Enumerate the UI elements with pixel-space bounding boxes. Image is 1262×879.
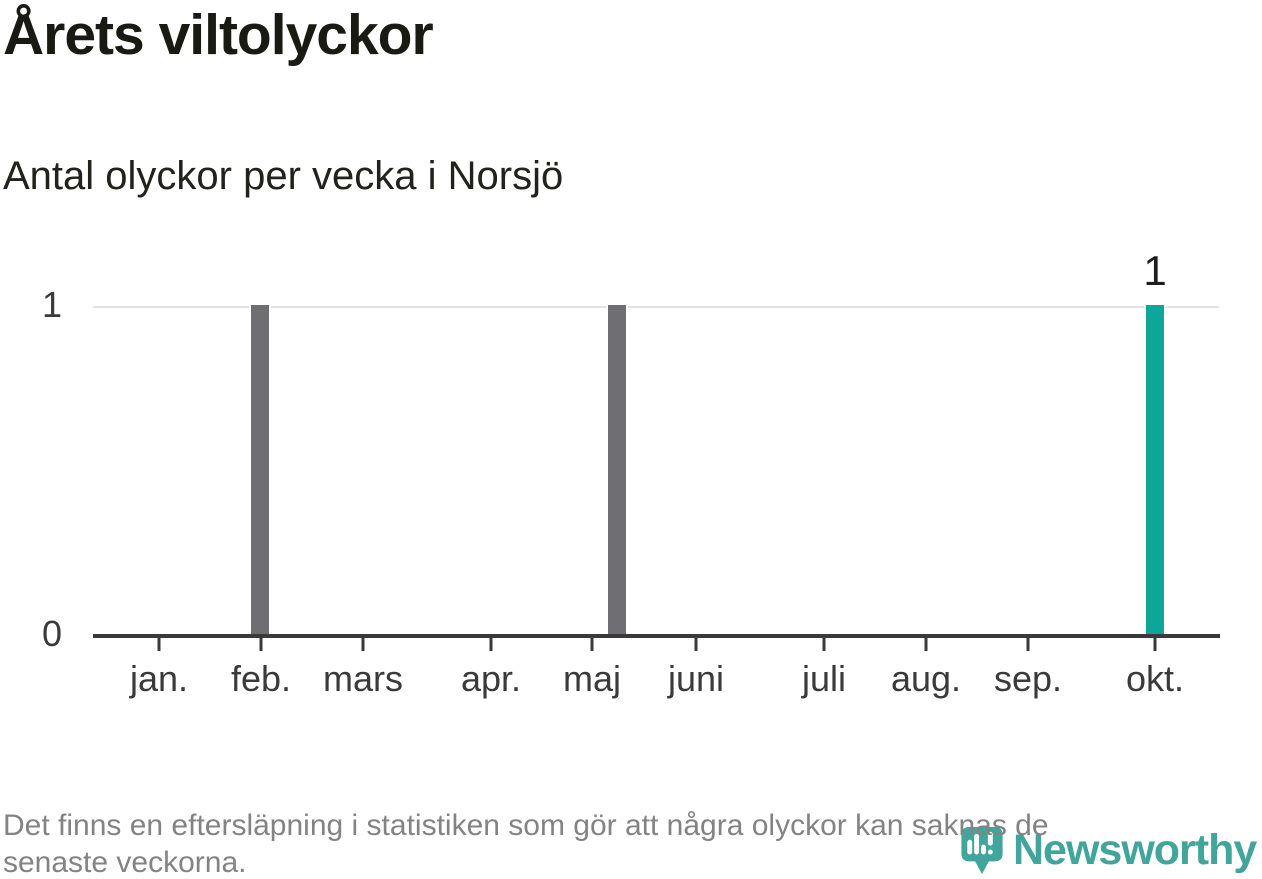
x-tick-label: jan.	[129, 658, 188, 699]
x-tick	[694, 638, 698, 651]
plot-area	[93, 305, 1219, 634]
x-tick-label: maj	[563, 658, 622, 699]
x-axis: jan. feb. mars apr. maj juni juli aug. sep. okt.	[93, 638, 1219, 708]
x-tick-label: aug.	[890, 658, 962, 699]
x-tick-label: juni	[667, 658, 724, 699]
newsworthy-logo: Newsworthy	[961, 826, 1257, 878]
page-title: Årets viltolyckor	[3, 3, 434, 67]
y-axis-tick-label: 1	[41, 284, 62, 325]
x-tick	[361, 638, 365, 651]
bar-highlighted	[1146, 305, 1165, 634]
x-tick	[157, 638, 161, 651]
footer-note-line2: senaste veckorna.	[3, 846, 247, 879]
bar	[250, 305, 269, 634]
bar-value-label: 1	[1143, 247, 1167, 294]
bar	[608, 305, 627, 634]
x-axis-line	[93, 634, 1220, 638]
footer-note-line1: Det finns en eftersläpning i statistiken…	[3, 809, 1049, 842]
footer-note: Det finns en eftersläpning i statistiken…	[3, 807, 1049, 879]
chart-subtitle: Antal olyckor per vecka i Norsjö	[3, 154, 564, 198]
x-tick-label: mars	[323, 658, 403, 699]
x-tick	[1026, 638, 1030, 651]
x-tick	[590, 638, 594, 651]
x-tick-label: juli	[801, 658, 846, 699]
x-tick-label: apr.	[461, 658, 522, 699]
x-tick	[489, 638, 493, 651]
newsworthy-wordmark: Newsworthy	[1013, 826, 1257, 874]
y-axis-tick-label: 0	[41, 613, 62, 654]
x-tick	[924, 638, 928, 651]
newsworthy-pin-barchart-icon	[961, 827, 1003, 875]
x-tick	[822, 638, 826, 651]
x-tick-label: feb.	[230, 658, 292, 699]
x-tick	[1153, 638, 1157, 651]
x-tick-label: sep.	[993, 658, 1063, 699]
x-tick	[259, 638, 263, 651]
gridline	[93, 306, 1219, 308]
x-tick-label: okt.	[1126, 658, 1185, 699]
